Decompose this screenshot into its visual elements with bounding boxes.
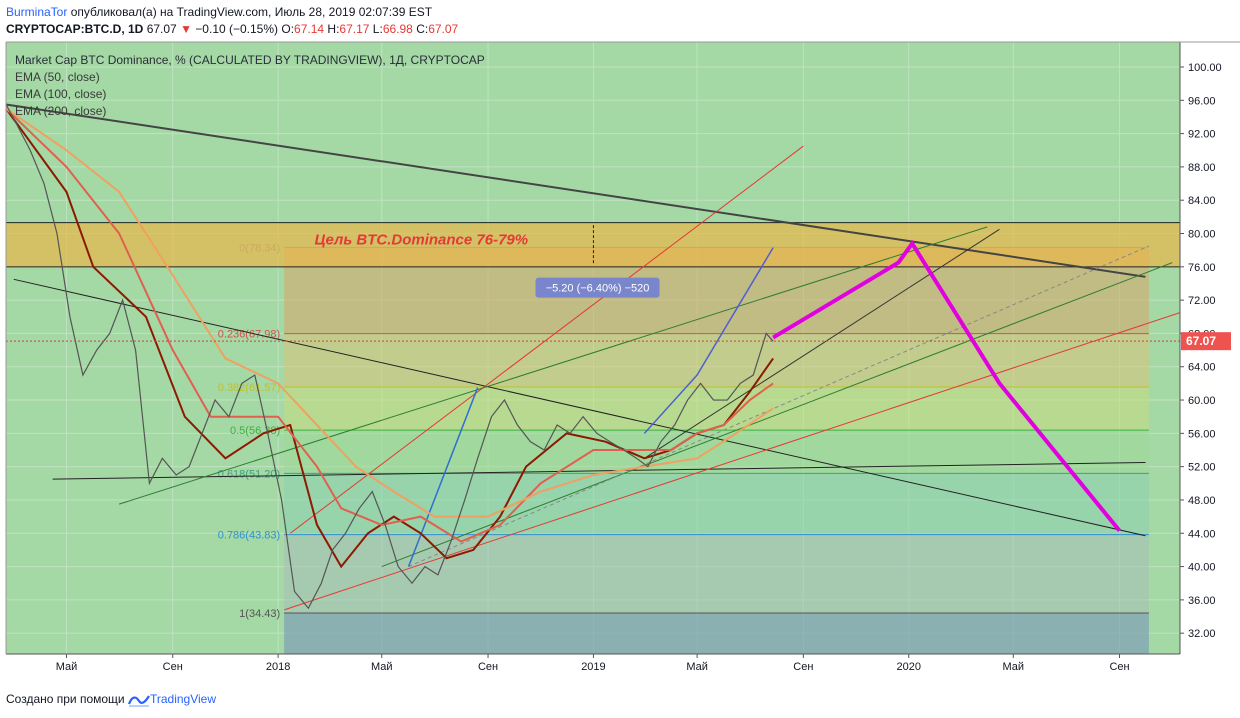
symbol-name: CRYPTOCAP:BTC.D, 1D [6,22,144,36]
low-label: L: [372,22,383,36]
legend-ema50[interactable]: EMA (50, close) [15,70,100,84]
price-change: −0.10 (−0.15%) [195,22,279,36]
legend-ema200[interactable]: EMA (200, close) [15,104,107,118]
y-tick-label: 36.00 [1188,595,1216,607]
y-tick-label: 44.00 [1188,528,1216,540]
low-value: 66.98 [382,22,413,36]
ema100-line [5,107,774,543]
pattern-line-a [407,387,479,567]
high-value: 67.17 [339,22,370,36]
target-zone-label: Цель BTC.Dominance 76-79% [315,232,529,249]
fib-zone [284,534,1149,613]
ema200-line [5,107,774,518]
down-arrow-icon: ▼ [180,22,192,36]
y-tick-label: 56.00 [1188,428,1216,440]
tradingview-link[interactable]: TradingView [149,692,217,706]
open-label: O: [281,22,295,36]
projection-path [772,239,1122,533]
descending-trendline [5,103,1146,278]
measure-label: −5.20 (−6.40%) −520 [546,283,650,295]
green-channel-line-upper [119,226,988,505]
author-link[interactable]: BurminaTor [6,5,68,19]
y-tick-label: 60.00 [1188,395,1216,407]
x-tick-label: 2019 [581,661,605,673]
legend-ema100[interactable]: EMA (100, close) [15,87,107,101]
price-line [5,104,774,610]
fib-level-label: 0.236(67.98) [218,329,280,341]
x-tick-label: Май [56,661,78,673]
fib-zone [284,386,1149,431]
dark-projection-line [644,228,1000,459]
x-tick-label: Май [686,661,708,673]
open-value: 67.14 [294,22,325,36]
x-tick-label: Сен [478,661,498,673]
y-tick-label: 48.00 [1188,495,1216,507]
red-support-line [284,312,1181,611]
close-label: C: [416,22,429,36]
y-tick-label: 40.00 [1188,562,1216,574]
created-with-text: Создано при помощи [6,692,125,706]
red-channel-line [289,145,804,534]
x-tick-label: Май [371,661,393,673]
fib-level-label: 0.786(43.83) [218,530,280,542]
close-value: 67.07 [428,22,459,36]
publish-info: BurminaTor опубликовал(а) на TradingView… [6,5,432,19]
y-tick-label: 100.00 [1188,62,1222,74]
green-channel-line-lower [381,262,1173,568]
fib-level-label: 1(34.43) [239,608,280,620]
y-tick-label: 76.00 [1188,262,1216,274]
fib-zone [284,612,1149,654]
x-tick-label: Сен [793,661,813,673]
symbol-info: CRYPTOCAP:BTC.D, 1D 67.07 ▼ −0.10 (−0.15… [6,22,458,36]
tradingview-logo-icon [127,695,150,707]
horizontal-support-line [52,461,1146,480]
last-price: 67.07 [146,22,177,36]
y-tick-label: 64.00 [1188,362,1216,374]
chart-legend: Market Cap BTC Dominance, % (CALCULATED … [15,52,485,120]
footer: Создано при помощи TradingView [6,692,216,707]
y-tick-label: 72.00 [1188,295,1216,307]
pattern-line-b [643,247,774,434]
x-tick-label: Сен [1109,661,1129,673]
x-tick-label: Май [1002,661,1024,673]
y-tick-label: 32.00 [1188,628,1216,640]
high-label: H: [327,22,340,36]
y-tick-label: 92.00 [1188,129,1216,141]
y-tick-label: 96.00 [1188,95,1216,107]
x-tick-label: 2020 [897,661,921,673]
x-tick-label: Сен [163,661,183,673]
target-zone [6,222,1180,267]
publish-text: опубликовал(а) на TradingView.com, Июль … [70,5,433,19]
fib-level-label: 0.382(61.57) [218,382,280,394]
x-tick-label: 2018 [266,661,290,673]
last-price-tag [1181,332,1231,351]
fib-level-label: 0.618(51.20) [218,468,280,480]
y-tick-label: 88.00 [1188,162,1216,174]
measure-box [535,277,660,298]
last-price-tag-label: 67.07 [1186,334,1216,348]
y-tick-label: 80.00 [1188,229,1216,241]
y-tick-label: 52.00 [1188,462,1216,474]
legend-title: Market Cap BTC Dominance, % (CALCULATED … [15,53,485,67]
dashed-median-line [408,245,1150,568]
y-tick-label: 84.00 [1188,195,1216,207]
